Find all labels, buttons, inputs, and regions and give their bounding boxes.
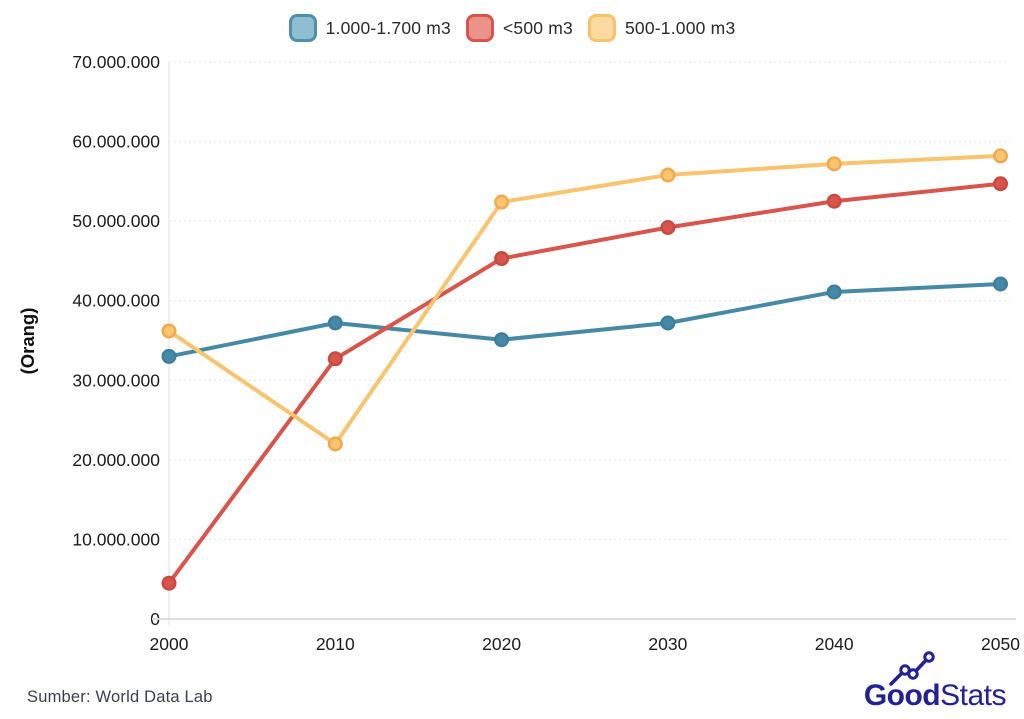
y-tick-label: 40.000.000 (72, 291, 160, 311)
x-tick-label: 2030 (648, 634, 687, 654)
data-point (826, 284, 842, 300)
x-tick-label: 2020 (482, 634, 521, 654)
logo-text: GoodStats (863, 679, 1007, 712)
x-tick-label: 2040 (815, 634, 854, 654)
y-tick-label: 10.000.000 (72, 529, 160, 549)
data-point (494, 251, 510, 267)
y-tick-label: 20.000.000 (72, 450, 160, 470)
data-point (161, 575, 177, 591)
data-point (660, 220, 676, 236)
series-line-2 (167, 153, 1003, 446)
legend-color-swatch (465, 14, 494, 42)
logo-text-good: Good (863, 679, 941, 712)
data-point (161, 348, 177, 364)
data-point (660, 315, 676, 331)
data-point (826, 156, 842, 172)
legend-color-swatch (587, 14, 616, 42)
legend: 1.000-1.700 m3 <500 m3 500-1.000 m3 (0, 14, 1024, 42)
data-point (327, 315, 343, 331)
data-point (993, 276, 1009, 292)
series-line-1 (167, 181, 1003, 586)
data-point (327, 436, 343, 452)
y-tick-label: 50.000.000 (72, 211, 160, 231)
data-point (494, 194, 510, 210)
data-point (660, 167, 676, 183)
logo-text-stats: Stats (940, 679, 1006, 712)
legend-label: <500 m3 (502, 17, 573, 38)
series-line-0 (167, 282, 1003, 359)
x-tick-label: 2050 (981, 634, 1020, 654)
legend-color-swatch (288, 14, 317, 42)
goodstats-logo: GoodStats (863, 651, 1007, 712)
logo-trend-icon (889, 651, 935, 686)
x-tick-label: 2010 (316, 634, 355, 654)
legend-item-2: 500-1.000 m3 (587, 14, 736, 42)
data-point (826, 193, 842, 209)
y-tick-label: 30.000.000 (72, 370, 160, 390)
legend-item-0: 1.000-1.700 m3 (288, 14, 451, 42)
data-point (327, 351, 343, 367)
data-point (993, 176, 1009, 192)
legend-label: 1.000-1.700 m3 (325, 17, 451, 38)
data-point (494, 332, 510, 348)
x-tick-label: 2000 (150, 634, 189, 654)
data-point (993, 148, 1009, 164)
legend-item-1: <500 m3 (465, 14, 573, 42)
y-tick-label: 60.000.000 (72, 132, 160, 152)
data-point (161, 323, 177, 339)
legend-label: 500-1.000 m3 (624, 17, 736, 38)
y-tick-label: 70.000.000 (72, 52, 160, 72)
y-axis-title: (Orang) (17, 308, 38, 375)
source-text: Sumber: World Data Lab (27, 688, 213, 706)
